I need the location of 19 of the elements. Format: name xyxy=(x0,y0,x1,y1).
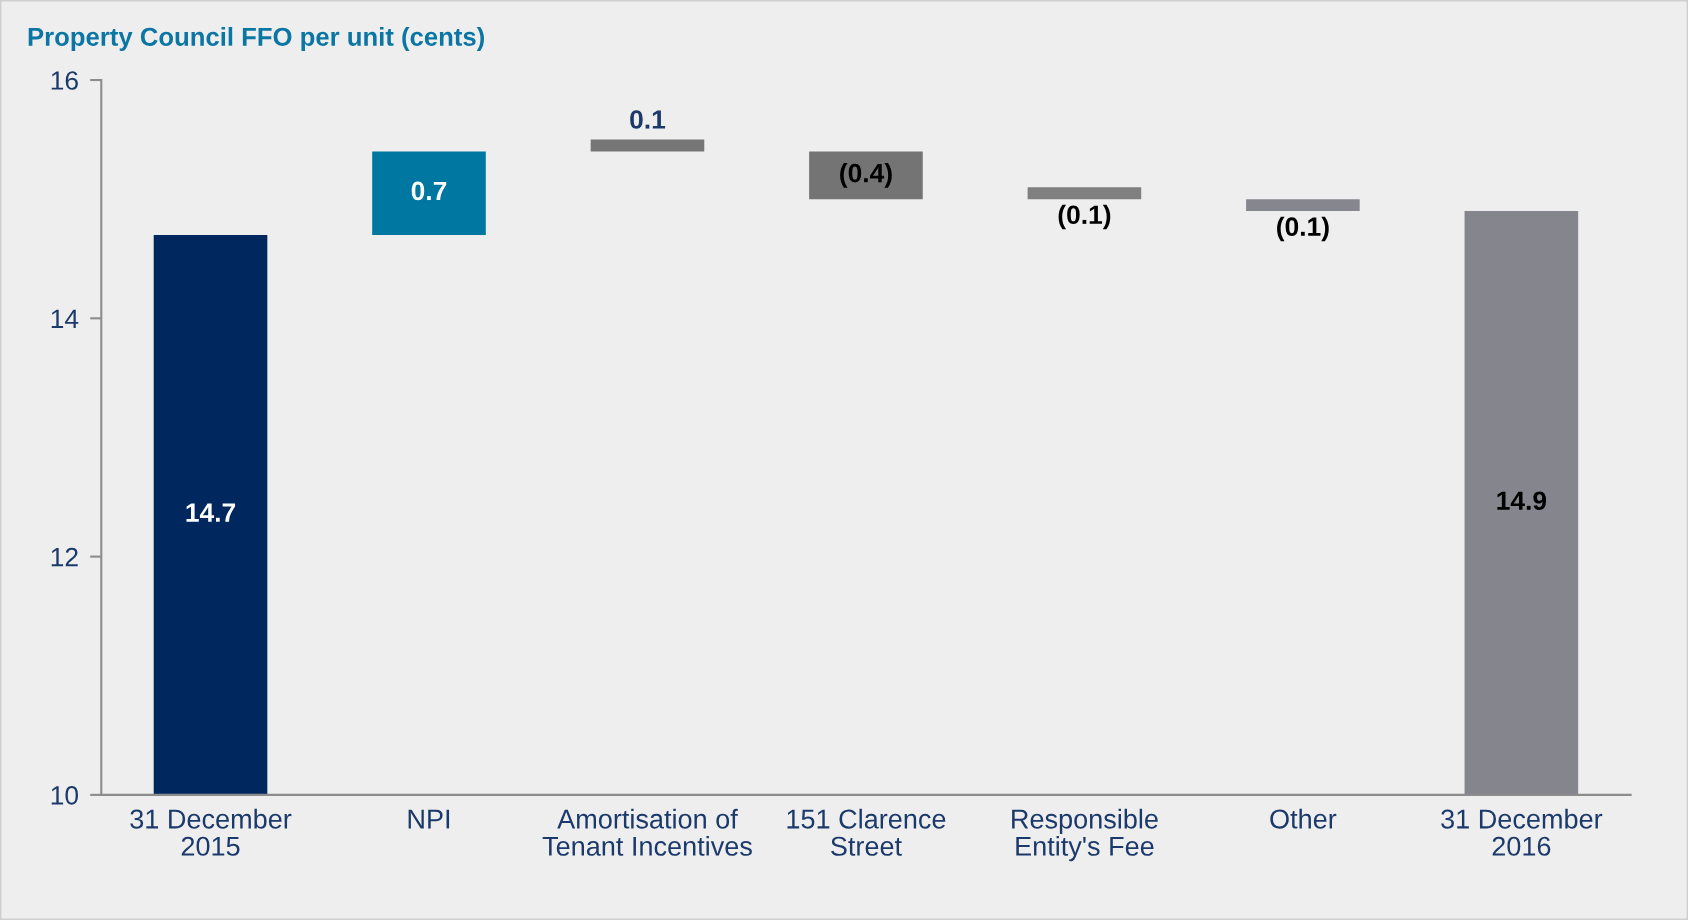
x-tick-label: 151 Clarence Street xyxy=(787,808,946,856)
chart-title: Property Council FFO per unit (cents) xyxy=(28,27,484,51)
data-label: (0.1) xyxy=(1058,204,1111,230)
data-label: 14.7 xyxy=(186,503,236,522)
y-tick-label: 16 xyxy=(51,71,78,90)
x-tick-label: 31 December 2016 xyxy=(1441,808,1603,856)
data-label: 14.9 xyxy=(1497,491,1547,511)
y-tick-label: 12 xyxy=(51,547,78,567)
x-tick-label: Amortisation of Tenant Incentives xyxy=(542,808,752,856)
x-tick-label: NPI xyxy=(408,809,450,829)
y-tick-label: 14 xyxy=(51,309,79,328)
data-label: 0.1 xyxy=(630,110,666,129)
x-tick-label: Responsible Entity's Fee xyxy=(1012,808,1158,862)
data-label: 0.7 xyxy=(411,181,447,201)
data-label: (0.1) xyxy=(1277,216,1329,242)
data-label: (0.4) xyxy=(840,163,892,188)
x-tick-label: 31 December 2015 xyxy=(130,808,292,856)
x-tick-label: Other xyxy=(1270,808,1337,829)
y-tick-label: 10 xyxy=(51,786,79,805)
